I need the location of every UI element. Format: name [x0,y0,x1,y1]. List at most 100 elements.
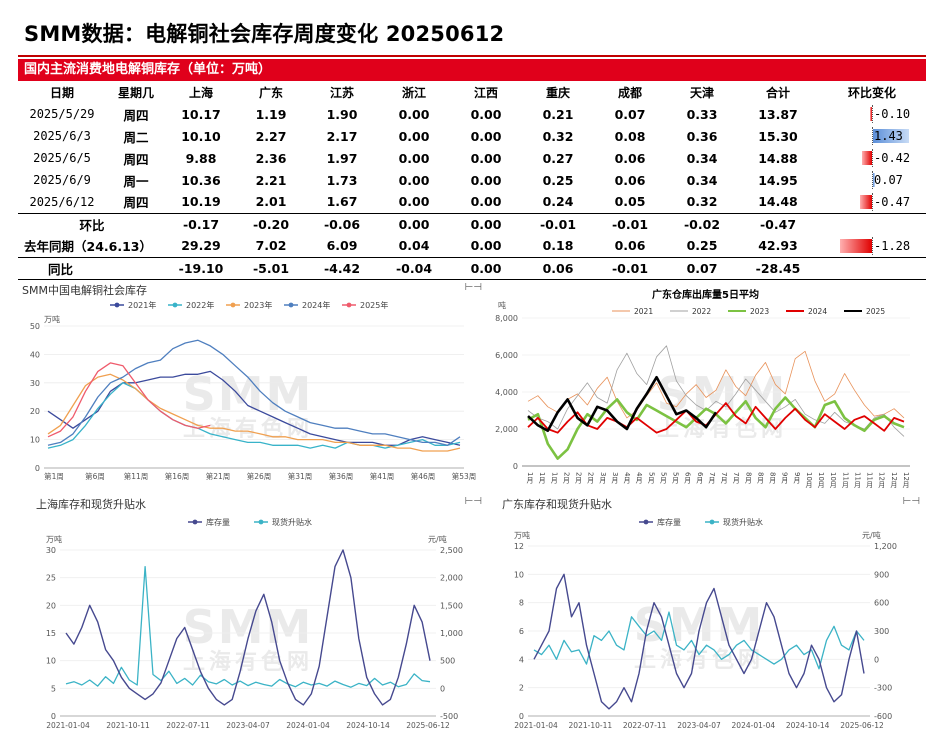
series-line [65,549,431,706]
x-tick-label: 第21周 [206,471,231,481]
value-cell: 1.97 [326,150,358,166]
x-tick-label: 第1周 [44,471,64,481]
y-tick-label: 4 [519,655,524,664]
change-bar-cell: 1.43 [835,127,909,145]
weekday-cell: 周一 [123,173,149,189]
value-cell: 0.24 [522,191,594,214]
chart-panel-4: 广东库存和现货升贴水 ⊢⊣ SMM 上海有色网 万吨 元/吨 0 2 4 6 8 10 12 -600… [492,494,926,737]
y-tick-label: 30 [30,379,40,388]
x-tick-label: 8月 [769,472,777,485]
value-cell: 0.04 [398,238,430,254]
watermark-logo: SMM [657,367,788,421]
chart-title: 上海库存和现货升贴水 [36,498,146,511]
legend-label: 2023 [750,307,769,316]
change-bar-cell: -1.28 [835,236,911,255]
summary-label: 去年同期（24.6.13） [24,239,152,255]
change-bar-cell [835,215,909,233]
value-cell: 2.36 [255,150,287,166]
x-tick-label: 第36周 [329,471,354,481]
x-tick-label: 2022-07-11 [166,721,210,730]
col-header: 星期几 [117,85,154,100]
value-cell: -0.06 [323,216,361,232]
change-value: -1.28 [874,238,911,253]
summary-row: 环比 -0.17 -0.20 -0.06 0.00 0.00 -0.01 -0.01 -0.02… [18,213,926,235]
y-tick-label: 2 [519,684,524,693]
table-row: 2025/5/29 周四 10.17 1.19 1.90 0.00 0.00 0.21 0.07… [18,103,926,125]
x-tick-label: 11月 [853,472,861,489]
value-cell: 0.18 [542,238,574,254]
value-cell: -0.17 [182,216,220,232]
series-line [47,370,461,446]
y-tick-label: 40 [30,350,40,359]
change-bar-cell: -0.47 [835,192,911,211]
x-tick-label: 2022-07-11 [623,721,667,730]
x-tick-label: 4月 [635,472,643,485]
y-tick-label: 30 [46,546,56,555]
value-cell: 0.00 [470,150,502,166]
x-tick-label: 2024-10-14 [346,721,390,730]
col-header: 江西 [473,85,498,100]
value-cell: 0.00 [398,150,430,166]
change-value: -0.47 [874,194,911,209]
col-header: 成都 [617,85,642,100]
summary-row: 去年同期（24.6.13） 29.29 7.02 6.09 0.04 0.00 0.18 0.… [18,235,926,257]
x-tick-label: 第31周 [288,471,313,481]
series-line [47,362,211,438]
expand-icon[interactable]: ⊢⊣ [902,496,920,507]
change-bar [840,238,872,253]
x-tick-label: 2024-01-04 [286,721,330,730]
table-row: 2025/6/3 周二 10.10 2.27 2.17 0.00 0.00 0.32 0.08 0… [18,125,926,147]
legend-marker [172,302,178,308]
value-cell: 0.07 [666,256,738,280]
change-value: 1.43 [874,129,903,143]
x-tick-label: 7月 [720,472,728,485]
legend-label: 2022年 [186,300,214,310]
change-cell: -0.10 [818,103,926,125]
x-tick-label: 5月 [647,472,655,485]
value-cell: 10.10 [181,128,221,144]
x-tick-label: 第16周 [165,471,190,481]
x-tick-label: 2025-06-12 [840,721,884,730]
expand-icon[interactable]: ⊢⊣ [464,282,482,293]
chart-title: SMM中国电解铜社会库存 [22,284,147,297]
change-bar-cell: -0.10 [835,105,910,123]
weekday-cell: 周二 [123,129,149,145]
chart-panel-3: 上海库存和现货升贴水 ⊢⊣ SMM 上海有色网 万吨 元/吨 0 5 10 15 20 25 30 -… [18,494,488,737]
weekday-cell: 周四 [106,191,166,214]
inventory-table: 日期 星期几 上海 广东 江苏 浙江 江西 重庆 成都 天津 合计 环比变化 2… [18,81,926,280]
value-cell: -0.01 [594,256,666,280]
x-tick-label: 2月 [575,472,583,485]
x-tick-label: 7月 [708,472,716,485]
legend-label: 2024 [808,307,827,316]
value-cell: -0.04 [378,256,450,280]
value-cell: 0.00 [470,106,502,122]
value-cell: 42.93 [758,238,798,254]
value-cell: 0.32 [666,191,738,214]
change-bar [873,173,875,187]
y2-tick-label: -500 [440,712,458,721]
chart-panel-1: SMM中国电解铜社会库存 ⊢⊣ SMM 上海有色网 2021年 2022年 2023年 2… [18,280,488,492]
y2-tick-label: 1,200 [874,542,897,551]
summary-row: 同比 -19.10 -5.01 -4.42 -0.04 0.00 0.06 -0.01 0.07… [18,256,926,280]
x-tick-label: 2021-01-04 [46,721,90,730]
change-cell: 1.43 [818,125,926,147]
value-cell: 0.00 [470,238,502,254]
value-cell: -0.02 [683,216,721,232]
summary-label: 同比 [18,256,166,280]
legend-label: 2021年 [128,300,156,310]
y-tick-label: 5 [51,684,56,693]
x-tick-label: 6月 [696,472,704,485]
y-tick-label: 0 [513,462,518,471]
x-tick-label: 11月 [866,472,874,489]
x-tick-label: 2月 [587,472,595,485]
x-tick-label: 8月 [756,472,764,485]
y2-tick-label: 2,500 [440,546,463,555]
x-tick-label: 12月 [902,472,910,489]
change-cell [818,256,926,280]
expand-icon[interactable]: ⊢⊣ [464,496,482,507]
y2-tick-label: 2,000 [440,574,463,583]
value-cell: 0.34 [686,150,718,166]
y2-axis-unit: 元/吨 [428,534,447,544]
